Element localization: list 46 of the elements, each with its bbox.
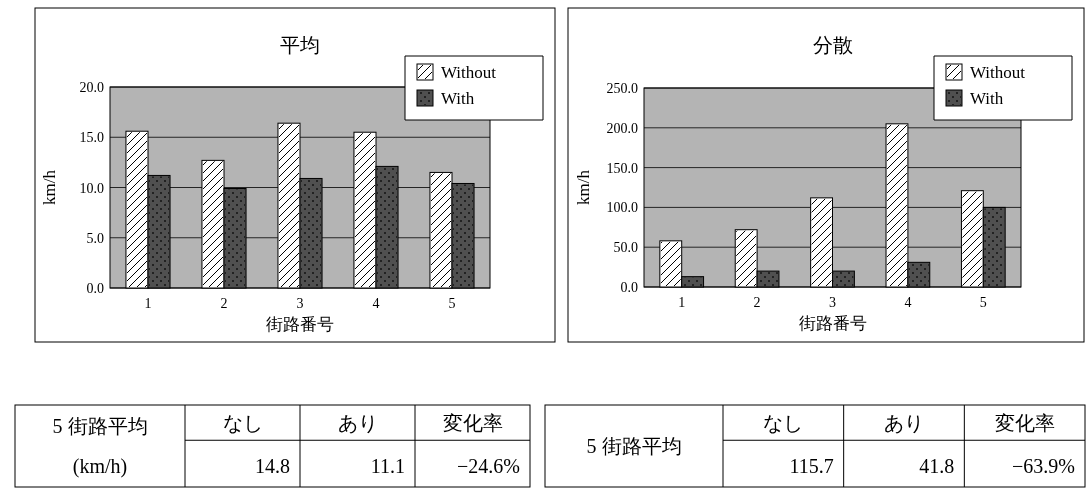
x-axis-title: 街路番号 (266, 315, 334, 334)
y-tick-label: 15.0 (79, 130, 104, 146)
x-tick-label: 2 (220, 296, 228, 311)
x-tick-label: 5 (448, 296, 456, 311)
category-label: あり (337, 412, 378, 434)
text: −24.6% (457, 455, 520, 477)
y-tick-label: 50.0 (613, 240, 638, 256)
x-tick-label: 2 (753, 295, 761, 310)
category-label: なし (222, 412, 263, 434)
x-tick-label: 3 (296, 296, 304, 311)
legend-label: With (970, 89, 1004, 108)
text: (km/h) (72, 455, 128, 478)
y-tick-label: 100.0 (606, 200, 638, 216)
x-tick-label: 3 (829, 295, 836, 310)
x-tick-label: 4 (372, 296, 380, 311)
chart-title: 平均 (280, 34, 320, 56)
x-tick-label: 4 (904, 295, 912, 310)
x-tick-label: 1 (144, 296, 152, 311)
category-label: あり (884, 412, 924, 434)
category-label: なし (763, 412, 804, 434)
text: 5 街路平均 (586, 435, 682, 457)
legend-label: With (441, 89, 475, 108)
chart-title: 分散 (812, 34, 853, 56)
x-tick-label: 1 (678, 295, 686, 310)
y-tick-label: 20.0 (79, 80, 104, 95)
category-label: 変化率 (994, 412, 1055, 434)
text: −63.9% (1012, 455, 1075, 477)
y-axis-title: km/h (40, 169, 59, 205)
text: 41.8 (919, 455, 955, 477)
x-axis-title: 街路番号 (798, 314, 867, 333)
legend-label: Without (441, 63, 497, 82)
y-axis-title: km/h (574, 169, 593, 205)
y-tick-label: 10.0 (79, 180, 104, 196)
y-tick-label: 0.0 (620, 280, 638, 295)
y-tick-label: 0.0 (86, 281, 104, 296)
text: 14.8 (255, 455, 290, 477)
text: 11.1 (370, 455, 405, 477)
y-tick-label: 200.0 (606, 120, 638, 136)
text: 115.7 (789, 455, 834, 477)
category-label: 変化率 (442, 412, 503, 434)
y-tick-label: 250.0 (606, 81, 638, 96)
y-tick-label: 5.0 (86, 230, 104, 246)
legend-label: Without (970, 63, 1026, 82)
x-tick-label: 5 (979, 295, 987, 310)
y-tick-label: 150.0 (606, 160, 638, 176)
text: 5 街路平均 (52, 415, 148, 437)
